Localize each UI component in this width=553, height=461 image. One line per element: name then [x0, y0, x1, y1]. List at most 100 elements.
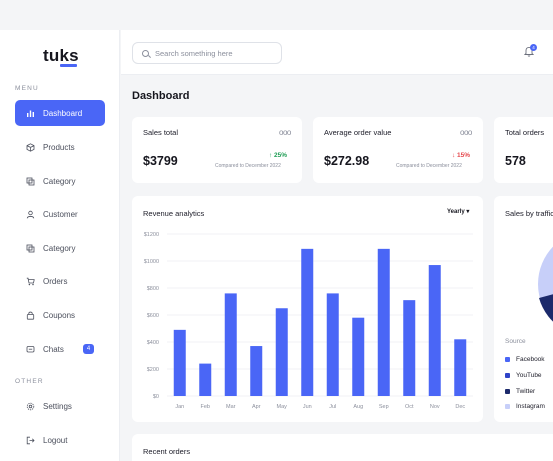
x-tick-label: Feb — [201, 404, 210, 410]
stat-title: Sales total — [143, 128, 179, 137]
pie-slice-instagram — [538, 246, 553, 322]
sidebar-item-customer[interactable]: Customer — [15, 201, 105, 227]
stat-card-total-orders: Total orders 578 — [494, 117, 553, 183]
x-tick-label: Jul — [329, 404, 336, 410]
user-icon — [26, 210, 35, 219]
stat-compare-text: Compared to December 2022 — [215, 163, 281, 169]
sidebar-item-chats[interactable]: Chats 4 — [15, 336, 105, 362]
chats-count-badge: 4 — [82, 344, 95, 354]
legend-swatch — [505, 404, 510, 409]
sidebar-item-label: Chats — [43, 344, 64, 354]
coupon-icon — [26, 311, 35, 320]
traffic-title: Sales by traffic — [505, 209, 553, 218]
search-icon — [142, 49, 149, 57]
sidebar-item-label: Logout — [43, 435, 68, 445]
bar-jan — [173, 329, 186, 396]
stat-value: $3799 — [143, 154, 178, 168]
y-tick-label: $800 — [147, 286, 159, 292]
window-top-strip — [0, 0, 553, 30]
sidebar-item-label: Products — [43, 142, 75, 152]
menu-section-label: MENU — [15, 85, 39, 92]
legend-item-youtube: YouTube — [505, 372, 542, 379]
sales-by-traffic-card: Sales by traffic Source Facebook YouTube… — [494, 196, 553, 422]
search-input[interactable] — [155, 48, 275, 58]
y-tick-label: $600 — [147, 313, 159, 319]
sidebar-item-label: Customer — [43, 209, 78, 219]
sidebar: tuks MENU Dashboard Products Category Cu… — [0, 30, 120, 461]
notification-badge: 4 — [530, 44, 537, 51]
x-tick-label: Sep — [379, 404, 389, 410]
bar-jul — [326, 293, 339, 396]
legend-swatch — [505, 373, 510, 378]
legend-title: Source — [505, 338, 526, 345]
x-tick-label: Dec — [455, 404, 465, 410]
stat-delta: ↑ 25% — [269, 152, 288, 159]
x-tick-label: Apr — [252, 404, 261, 410]
search-box[interactable] — [132, 42, 282, 64]
pie-slice-twitter — [539, 294, 553, 322]
more-options-icon[interactable]: ooo — [279, 128, 291, 137]
stat-delta: ↓ 15% — [452, 152, 471, 159]
stat-card-average-order: Average order value ooo $272.98 ↓ 15% Co… — [313, 117, 483, 183]
bar-may — [275, 308, 288, 396]
legend-swatch — [505, 389, 510, 394]
brand-logo[interactable]: tuks — [43, 46, 79, 65]
box-icon — [26, 142, 35, 152]
bar-nov — [428, 265, 441, 396]
legend-label: Facebook — [516, 356, 545, 363]
sidebar-item-label: Coupons — [43, 310, 76, 320]
chat-icon — [26, 345, 35, 354]
logo-underline — [60, 64, 77, 67]
sidebar-item-products[interactable]: Products — [15, 134, 105, 160]
sidebar-item-coupons[interactable]: Coupons — [15, 302, 105, 328]
sidebar-item-logout[interactable]: Logout — [15, 427, 105, 453]
legend-item-instagram: Instagram — [505, 403, 545, 410]
stat-value: $272.98 — [324, 154, 370, 168]
y-tick-label: $0 — [153, 394, 159, 400]
bar-chart-icon — [26, 109, 35, 118]
page-title: Dashboard — [132, 90, 190, 102]
recent-orders-card: Recent orders — [132, 434, 553, 461]
bar-apr — [250, 346, 263, 396]
y-tick-label: $200 — [147, 367, 159, 373]
sidebar-item-label: Category — [43, 243, 76, 253]
traffic-pie-chart — [538, 246, 553, 322]
legend-item-facebook: Facebook — [505, 356, 545, 363]
x-tick-label: Nov — [430, 404, 440, 410]
stat-compare-text: Compared to December 2022 — [396, 163, 462, 169]
sidebar-item-category-2[interactable]: Category — [15, 235, 105, 261]
other-section-label: OTHER — [15, 378, 44, 385]
legend-label: Twitter — [516, 388, 536, 395]
sidebar-item-label: Category — [43, 176, 76, 186]
sidebar-item-label: Orders — [43, 276, 68, 286]
logout-icon — [26, 436, 35, 445]
category-icon — [26, 244, 35, 253]
sidebar-item-orders[interactable]: Orders — [15, 268, 105, 294]
bar-aug — [352, 317, 365, 396]
legend-label: Instagram — [516, 403, 545, 410]
x-tick-label: Jan — [175, 404, 184, 410]
x-tick-label: May — [277, 404, 288, 410]
more-options-icon[interactable]: ooo — [460, 128, 472, 137]
bar-dec — [454, 339, 467, 396]
legend-swatch — [505, 357, 510, 362]
bar-jun — [301, 248, 314, 396]
x-tick-label: Jun — [303, 404, 312, 410]
x-tick-label: Aug — [353, 404, 363, 410]
legend-label: YouTube — [516, 372, 542, 379]
sidebar-item-category[interactable]: Category — [15, 168, 105, 194]
sidebar-item-label: Dashboard — [43, 108, 83, 118]
cart-icon — [26, 277, 35, 286]
revenue-title: Revenue analytics — [143, 209, 205, 218]
sidebar-item-label: Settings — [43, 401, 72, 411]
sidebar-item-settings[interactable]: Settings — [15, 393, 105, 419]
period-dropdown[interactable]: Yearly ▾ — [447, 209, 470, 215]
sidebar-item-dashboard[interactable]: Dashboard — [15, 100, 105, 126]
y-tick-label: $400 — [147, 340, 159, 346]
gear-icon — [26, 402, 35, 411]
bar-feb — [199, 363, 212, 396]
x-tick-label: Oct — [405, 404, 414, 410]
x-tick-label: Mar — [226, 404, 236, 410]
bar-sep — [377, 248, 390, 396]
bar-mar — [224, 293, 237, 396]
